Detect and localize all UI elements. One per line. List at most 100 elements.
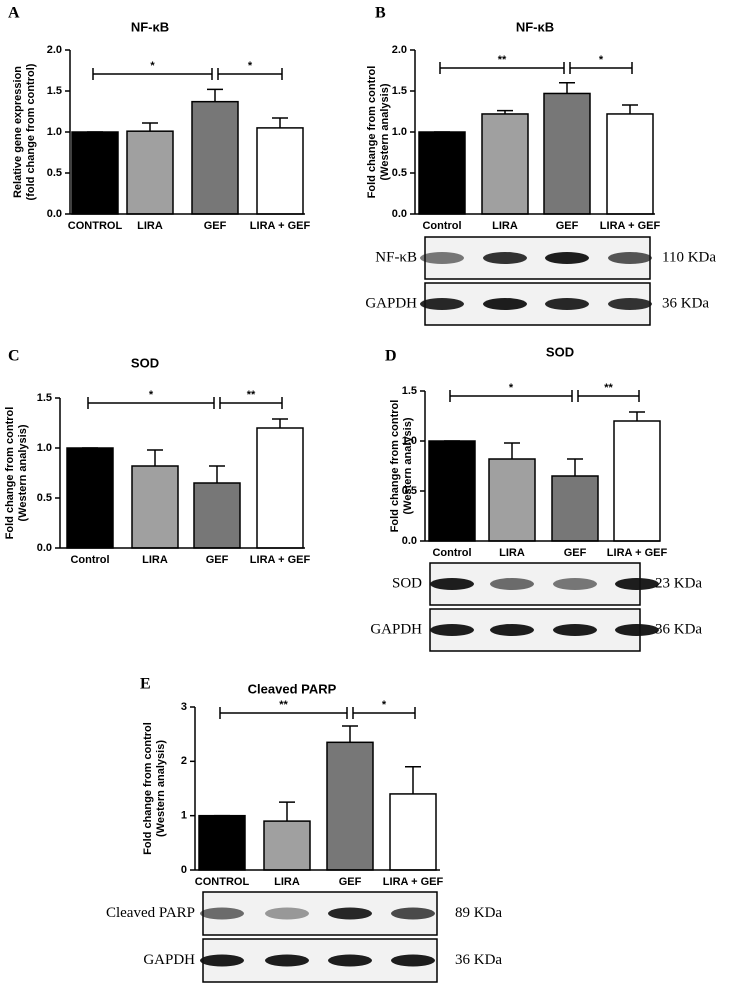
chart-title: Cleaved PARP	[248, 681, 337, 696]
y-tick-label: 0.5	[392, 167, 407, 179]
y-axis-label: Fold change from control	[366, 66, 378, 199]
bar	[191, 100, 239, 215]
y-tick-label: 0	[181, 864, 187, 876]
blot-band	[200, 954, 244, 967]
error-bar	[559, 82, 575, 94]
error-bar	[629, 411, 645, 421]
bar	[71, 131, 119, 215]
y-tick-label: 1.0	[47, 126, 62, 138]
bar	[193, 482, 241, 549]
x-tick-label: CONTROL	[195, 876, 250, 888]
error-bar	[497, 109, 513, 114]
error-bar	[209, 465, 225, 483]
significance-bracket	[449, 390, 573, 402]
panel-letter: A	[8, 5, 20, 22]
x-tick-label: LIRA	[492, 220, 518, 232]
panel: B NF-κB Fold change from control (Western a…	[365, 5, 716, 326]
blot-size: 36 KDa	[655, 621, 702, 637]
y-tick-label: 0.0	[392, 208, 407, 220]
significance-bracket	[352, 707, 416, 719]
blot-label: GAPDH	[370, 621, 422, 637]
significance-label: *	[599, 54, 604, 66]
y-axis-label: Relative gene expression	[12, 66, 24, 198]
y-axis-label: (fold change from control)	[25, 63, 37, 200]
bar	[263, 820, 311, 871]
blot-band	[483, 252, 527, 264]
error-bar	[504, 442, 520, 459]
blot-label: GAPDH	[365, 295, 417, 311]
significance-label: *	[248, 60, 253, 72]
y-axis-label: Fold change from control	[389, 400, 401, 533]
y-tick-label: 0.5	[402, 485, 417, 497]
bar	[488, 458, 536, 542]
blot-band	[553, 624, 597, 636]
error-bar	[142, 122, 158, 132]
x-tick-label: LIRA + GEF	[383, 876, 444, 888]
bar	[66, 447, 114, 549]
y-tick-label: 1.0	[402, 435, 417, 447]
panel: E Cleaved PARP Fold change from control (We…	[106, 676, 502, 983]
x-tick-label: LIRA	[274, 876, 300, 888]
panel: A NF-κB Relative gene expression (fold chan…	[8, 5, 310, 232]
blot-label: GAPDH	[143, 952, 195, 968]
blot-band	[608, 298, 652, 310]
panel: C SOD Fold change from control (Western ana…	[4, 348, 311, 566]
blot-band	[615, 578, 659, 590]
y-tick-label: 0.5	[47, 167, 62, 179]
blot-band	[420, 298, 464, 310]
error-bar	[279, 801, 295, 822]
chart-title: NF-κB	[516, 19, 554, 34]
y-axis-label: (Western analysis)	[17, 424, 29, 521]
bar	[389, 793, 437, 871]
y-tick-label: 2.0	[47, 44, 62, 56]
significance-label: **	[279, 699, 288, 711]
significance-label: **	[247, 389, 256, 401]
significance-bracket	[439, 62, 565, 74]
x-tick-label: Control	[432, 547, 471, 559]
panel: D SOD Fold change from control (Western ana…	[370, 344, 702, 652]
y-tick-label: 2.0	[392, 44, 407, 56]
blot-band	[265, 907, 309, 920]
panel-letter: D	[385, 348, 397, 365]
blot-band	[430, 578, 474, 590]
bar	[126, 130, 174, 215]
y-axis-label: Fold change from control	[4, 407, 16, 540]
significance-bracket	[219, 707, 348, 719]
blot-band	[391, 907, 435, 920]
significance-bracket	[87, 397, 215, 409]
x-tick-label: GEF	[564, 547, 587, 559]
blot-band	[615, 624, 659, 636]
significance-bracket	[92, 68, 213, 80]
y-tick-label: 3	[181, 701, 187, 713]
blot-band	[490, 624, 534, 636]
significance-label: *	[509, 382, 514, 394]
blot-label: SOD	[392, 575, 422, 591]
chart-title: SOD	[131, 355, 159, 370]
chart-title: SOD	[546, 344, 574, 359]
x-tick-label: LIRA	[137, 220, 163, 232]
error-bar	[147, 449, 163, 466]
bar	[418, 131, 466, 215]
bar	[326, 741, 374, 871]
x-tick-label: GEF	[339, 876, 362, 888]
error-bar	[622, 104, 638, 114]
bar	[428, 440, 476, 542]
significance-label: *	[149, 389, 154, 401]
panel-letter: B	[375, 5, 386, 22]
bar	[613, 420, 661, 542]
y-axis-label: Fold change from control	[142, 722, 154, 855]
y-tick-label: 2	[181, 755, 187, 767]
blot-label: NF-κB	[375, 249, 417, 265]
x-tick-label: GEF	[204, 220, 227, 232]
blot-band	[420, 252, 464, 264]
bar	[481, 113, 529, 215]
x-tick-label: LIRA + GEF	[607, 547, 668, 559]
y-tick-label: 1.0	[392, 126, 407, 138]
blot-band	[545, 252, 589, 264]
y-tick-label: 1.5	[392, 85, 407, 97]
x-tick-label: LIRA	[142, 554, 168, 566]
bar	[256, 127, 304, 215]
x-tick-label: GEF	[556, 220, 579, 232]
significance-bracket	[217, 68, 283, 80]
